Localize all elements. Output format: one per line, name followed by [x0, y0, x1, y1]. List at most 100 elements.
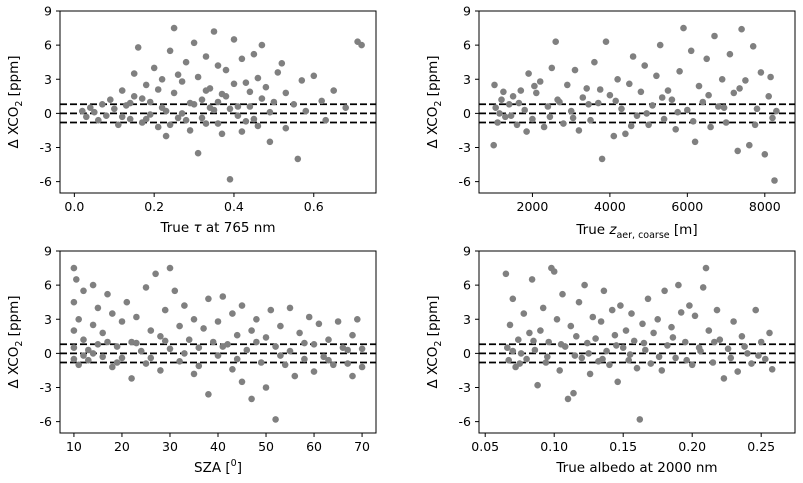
data-point	[89, 350, 97, 357]
data-point	[195, 344, 203, 352]
data-point	[190, 39, 198, 47]
x-tick-label: 20	[114, 439, 130, 454]
data-point	[730, 89, 738, 97]
data-point	[676, 68, 683, 75]
data-point	[130, 93, 138, 100]
data-point	[711, 32, 718, 40]
data-point	[687, 47, 695, 55]
data-point	[650, 329, 657, 337]
y-axis-label: Δ XCO2 [ppm]	[6, 55, 25, 148]
data-point	[726, 50, 734, 58]
x-tick-label: 8000	[749, 199, 781, 214]
data-point	[214, 98, 222, 106]
data-point	[682, 338, 689, 346]
data-point	[553, 316, 561, 323]
data-point	[246, 88, 254, 96]
data-point	[658, 367, 666, 374]
data-point	[550, 268, 558, 275]
y-tick-label: 3	[463, 312, 471, 327]
data-point	[699, 284, 707, 291]
data-point	[490, 141, 498, 149]
data-point	[585, 350, 592, 357]
data-point	[531, 82, 538, 90]
data-point	[749, 43, 757, 50]
data-point	[133, 313, 140, 321]
data-point	[296, 329, 303, 337]
data-point	[545, 338, 552, 346]
data-point	[715, 103, 722, 110]
data-point	[494, 119, 501, 126]
data-point	[570, 389, 577, 397]
data-point	[505, 101, 513, 108]
data-point	[606, 361, 613, 369]
y-tick-label: -3	[459, 140, 471, 155]
data-point	[195, 362, 203, 370]
data-point	[138, 95, 146, 102]
data-point	[627, 122, 635, 130]
y-tick-label: 6	[463, 278, 471, 293]
data-point	[649, 102, 656, 109]
data-point	[248, 395, 255, 403]
data-point	[517, 350, 525, 357]
data-point	[104, 338, 111, 346]
data-point	[286, 304, 294, 312]
data-point	[234, 103, 242, 110]
data-point	[198, 96, 206, 103]
data-point	[637, 88, 645, 96]
data-point	[492, 104, 500, 111]
data-point	[612, 97, 619, 105]
data-point	[751, 121, 759, 129]
data-point	[641, 62, 648, 69]
data-point	[238, 378, 246, 386]
data-point	[603, 347, 610, 355]
data-point	[642, 346, 649, 354]
y-tick-label: 0	[44, 346, 52, 361]
data-point	[234, 112, 242, 119]
y-ticks: -6 -3 0 3 6 9	[459, 4, 479, 189]
data-point	[525, 70, 532, 77]
data-point	[544, 353, 551, 361]
x-tick-label: 0.6	[304, 199, 324, 214]
data-point	[736, 85, 743, 92]
data-point	[757, 338, 765, 346]
data-point	[344, 346, 352, 354]
axes-frame	[478, 10, 796, 194]
data-point	[720, 375, 728, 382]
data-point	[614, 378, 621, 386]
data-point	[491, 81, 498, 89]
data-point	[218, 90, 226, 98]
data-point	[75, 316, 82, 323]
x-tick-label: 0.2	[144, 199, 164, 214]
data-point	[99, 101, 106, 108]
data-point	[643, 110, 650, 117]
data-point	[639, 320, 646, 328]
data-point	[238, 128, 246, 135]
data-point	[229, 366, 236, 373]
y-tick-label: 0	[463, 106, 471, 121]
data-point	[622, 327, 630, 334]
data-point	[126, 99, 134, 107]
x-ticks: 10 20 30 40 50 60 70	[66, 433, 370, 454]
data-point	[526, 329, 533, 337]
data-point	[757, 69, 765, 76]
data-point	[107, 96, 114, 103]
x-tick-label: 4000	[594, 199, 626, 214]
data-point	[182, 58, 190, 66]
data-point	[668, 96, 676, 103]
data-point	[176, 322, 183, 330]
data-point	[272, 416, 279, 423]
data-point	[137, 347, 145, 355]
y-tick-label: 6	[463, 38, 471, 53]
data-point	[523, 355, 530, 363]
data-point	[190, 316, 198, 323]
y-tick-label: 0	[44, 106, 52, 121]
y-tick-label: -6	[40, 174, 53, 189]
x-tick-label: 0.15	[609, 439, 637, 454]
data-point	[515, 336, 522, 344]
data-point	[748, 360, 755, 367]
data-point	[281, 361, 289, 369]
data-point	[210, 28, 218, 35]
x-tick-label: 0.20	[678, 439, 706, 454]
data-point	[695, 82, 703, 90]
data-point	[166, 47, 174, 55]
